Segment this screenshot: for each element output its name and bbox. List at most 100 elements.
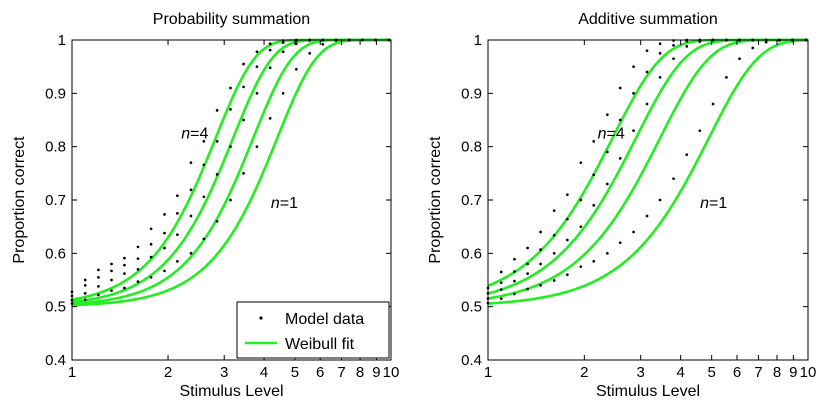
legend-label: Weibull fit [285, 336, 355, 353]
model-data-point-n4 [202, 139, 206, 143]
x-tick-label: 5 [291, 364, 299, 381]
model-data-point-n3 [658, 51, 662, 55]
model-data-point-n3 [526, 262, 529, 266]
model-data-point-n1 [579, 265, 583, 269]
model-data-point-n4 [645, 49, 649, 53]
model-data-point-n1 [149, 275, 153, 279]
model-data-point-n1 [685, 153, 689, 157]
x-tick-label: 9 [789, 364, 797, 381]
model-data-point-n2 [579, 225, 583, 229]
model-data-point-n2 [268, 66, 272, 70]
model-data-point-n3 [242, 85, 245, 89]
model-data-point-n4 [552, 209, 556, 213]
model-data-point-n3 [513, 270, 516, 273]
weibull-fit-line-n2 [487, 38, 808, 300]
model-data-point-n1 [255, 145, 259, 149]
model-data-point-n1 [242, 171, 245, 175]
model-data-point-n4 [229, 86, 232, 90]
model-data-point-n3 [539, 248, 542, 251]
model-data-point-n4 [579, 161, 583, 165]
model-data-point-n4 [189, 161, 193, 165]
x-tick-label: 7 [337, 364, 345, 381]
model-data-point-n2 [136, 267, 140, 271]
model-data-point-n1 [751, 46, 755, 50]
model-data-point-n4 [215, 109, 219, 112]
y-tick-label: 0.9 [45, 85, 66, 102]
model-data-points [70, 38, 391, 305]
model-data-point-n1 [618, 241, 622, 245]
annotation-italic: n [181, 126, 190, 143]
x-tick-label: 8 [773, 364, 781, 381]
model-data-point-n4 [163, 213, 166, 216]
model-data-point-n2 [513, 279, 516, 283]
model-data-point-n2 [618, 157, 622, 160]
annotation-value: =1 [709, 195, 727, 212]
model-data-point-n1 [605, 251, 609, 255]
model-data-point-n3 [97, 275, 100, 279]
model-data-point-n2 [592, 203, 596, 207]
model-data-point-n1 [711, 102, 715, 106]
model-data-point-n3 [123, 263, 126, 267]
model-data-point-n2 [539, 262, 542, 266]
model-data-point-n1 [83, 298, 87, 302]
model-data-point-n3 [552, 233, 556, 237]
y-tick-label: 0.6 [45, 245, 66, 262]
model-data-point-n1 [632, 230, 635, 234]
model-data-point-n4 [658, 42, 662, 46]
model-data-point-n3 [255, 65, 259, 69]
model-data-point-n2 [97, 285, 100, 288]
model-data-point-n2 [526, 272, 529, 275]
model-data-point-n2 [163, 246, 166, 250]
chart-title: Additive summation [578, 11, 718, 28]
model-data-point-n3 [632, 91, 635, 95]
x-tick-label: 6 [316, 364, 324, 381]
model-data-point-n3 [579, 198, 583, 202]
weibull-fit-line-n1 [487, 38, 809, 305]
model-data-point-n1 [698, 129, 702, 133]
model-data-point-n1 [764, 40, 768, 44]
model-data-point-n1 [552, 279, 556, 282]
model-data-point-n4 [592, 139, 596, 143]
model-data-point-n3 [618, 118, 622, 122]
model-data-point-n1 [110, 289, 113, 293]
model-data-point-n3 [189, 188, 193, 192]
model-data-point-n1 [592, 259, 596, 263]
model-data-point-n2 [176, 233, 179, 237]
y-tick-label: 1 [474, 32, 482, 49]
model-data-point-n4 [605, 113, 609, 117]
x-tick-label: 4 [260, 364, 268, 381]
model-data-point-n4 [268, 42, 272, 46]
model-data-point-n1 [202, 237, 206, 241]
model-data-point-n3 [566, 217, 569, 221]
y-tick-label: 0.5 [461, 299, 482, 316]
model-data-point-n2 [645, 102, 649, 106]
annotation-value: =4 [606, 126, 624, 143]
model-data-point-n2 [123, 272, 126, 275]
y-tick-label: 0.4 [45, 352, 66, 369]
x-tick-label: 6 [733, 364, 741, 381]
model-data-point-n4 [242, 62, 245, 66]
model-data-point-n4 [136, 245, 140, 249]
model-data-point-n1 [645, 214, 649, 218]
model-data-point-n2 [552, 251, 556, 255]
annotation-label: n=1 [700, 195, 727, 212]
y-tick-label: 0.9 [461, 85, 482, 102]
model-data-point-n2 [202, 195, 206, 199]
y-tick-label: 0.8 [45, 139, 66, 156]
y-axis-label: Proportion correct [427, 136, 444, 264]
x-axis-label: Stimulus Level [596, 383, 700, 400]
model-data-point-n2 [229, 145, 232, 149]
model-data-point-n4 [149, 227, 153, 231]
legend-box [236, 301, 390, 359]
model-data-point-n1 [189, 251, 193, 255]
y-tick-label: 0.6 [461, 245, 482, 262]
model-data-point-n2 [605, 182, 609, 186]
model-data-point-n3 [672, 43, 675, 47]
y-tick-label: 0.5 [45, 299, 66, 316]
model-data-point-n2 [685, 45, 689, 48]
model-data-point-n1 [176, 259, 179, 263]
weibull-fit-curves [71, 38, 391, 307]
model-data-point-n1 [513, 292, 516, 296]
